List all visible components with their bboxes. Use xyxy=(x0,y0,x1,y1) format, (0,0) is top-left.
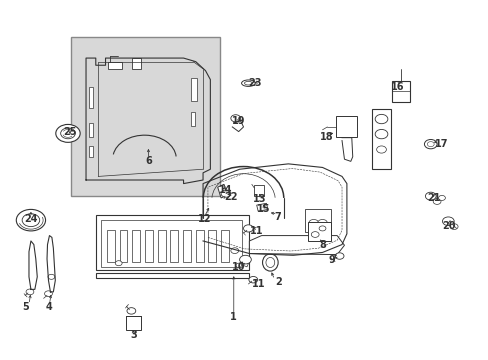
Ellipse shape xyxy=(244,81,252,85)
Circle shape xyxy=(239,255,251,264)
Bar xyxy=(305,209,330,232)
Text: 9: 9 xyxy=(328,255,335,265)
Text: 24: 24 xyxy=(24,215,38,224)
Circle shape xyxy=(425,192,435,200)
Bar xyxy=(307,222,330,241)
Polygon shape xyxy=(256,203,267,211)
Circle shape xyxy=(311,231,319,237)
Circle shape xyxy=(61,128,75,139)
Bar xyxy=(391,81,409,102)
Circle shape xyxy=(221,190,230,197)
Bar xyxy=(254,185,264,196)
Circle shape xyxy=(427,141,433,147)
Bar xyxy=(335,116,356,137)
Text: 18: 18 xyxy=(319,132,332,142)
Text: 23: 23 xyxy=(248,78,262,88)
Bar xyxy=(120,230,127,262)
Bar xyxy=(89,146,93,157)
Text: 17: 17 xyxy=(434,139,448,149)
Circle shape xyxy=(308,220,318,226)
Text: 8: 8 xyxy=(319,239,325,249)
Bar xyxy=(158,230,165,262)
Circle shape xyxy=(230,115,240,122)
Text: 20: 20 xyxy=(442,221,455,231)
Bar xyxy=(89,87,93,108)
Circle shape xyxy=(442,217,453,226)
Polygon shape xyxy=(217,184,227,198)
Text: 12: 12 xyxy=(197,214,211,224)
Bar xyxy=(108,62,122,69)
Circle shape xyxy=(127,308,136,314)
Text: 10: 10 xyxy=(231,262,245,272)
Circle shape xyxy=(115,261,122,266)
Circle shape xyxy=(16,210,45,231)
Circle shape xyxy=(243,225,253,232)
Text: 1: 1 xyxy=(230,312,237,322)
Text: 25: 25 xyxy=(63,127,77,136)
Circle shape xyxy=(317,220,327,226)
Circle shape xyxy=(432,199,440,204)
Circle shape xyxy=(235,263,241,267)
FancyBboxPatch shape xyxy=(71,37,220,196)
Text: 5: 5 xyxy=(22,302,29,312)
Text: 11: 11 xyxy=(249,226,263,236)
Bar xyxy=(96,273,249,278)
Polygon shape xyxy=(249,235,344,255)
Circle shape xyxy=(334,253,343,259)
Text: 13: 13 xyxy=(253,194,266,204)
Circle shape xyxy=(230,248,238,253)
Circle shape xyxy=(424,139,436,149)
Circle shape xyxy=(26,289,34,295)
Text: 21: 21 xyxy=(426,193,440,203)
Circle shape xyxy=(376,146,386,153)
Bar xyxy=(132,58,141,69)
Text: 11: 11 xyxy=(252,279,265,289)
Bar xyxy=(208,230,216,262)
Bar xyxy=(183,230,190,262)
Text: 7: 7 xyxy=(274,212,281,221)
Circle shape xyxy=(374,130,387,139)
Ellipse shape xyxy=(241,80,255,86)
Circle shape xyxy=(22,214,40,226)
Text: 15: 15 xyxy=(257,204,270,215)
Text: 16: 16 xyxy=(390,82,404,92)
Text: 4: 4 xyxy=(46,302,53,312)
Circle shape xyxy=(56,125,80,142)
Ellipse shape xyxy=(265,257,274,267)
Text: 22: 22 xyxy=(224,192,237,202)
Text: 2: 2 xyxy=(275,277,282,287)
Ellipse shape xyxy=(262,254,278,271)
Circle shape xyxy=(449,224,457,229)
Text: 3: 3 xyxy=(130,330,137,340)
Circle shape xyxy=(374,114,387,124)
Circle shape xyxy=(248,276,257,283)
Bar xyxy=(195,230,203,262)
Bar xyxy=(89,123,93,137)
Bar xyxy=(371,109,390,169)
Text: 6: 6 xyxy=(145,156,151,166)
Text: 19: 19 xyxy=(231,116,245,126)
Bar xyxy=(101,220,242,267)
Circle shape xyxy=(44,291,52,297)
Bar xyxy=(170,230,178,262)
Bar xyxy=(145,230,153,262)
Text: 14: 14 xyxy=(219,185,232,195)
Bar xyxy=(125,316,141,330)
Bar xyxy=(190,78,196,101)
Circle shape xyxy=(319,226,325,231)
Circle shape xyxy=(438,195,445,201)
Bar xyxy=(96,215,249,270)
Bar xyxy=(190,112,194,126)
Bar xyxy=(132,230,140,262)
Circle shape xyxy=(48,274,55,279)
Bar xyxy=(107,230,115,262)
Bar xyxy=(221,230,228,262)
